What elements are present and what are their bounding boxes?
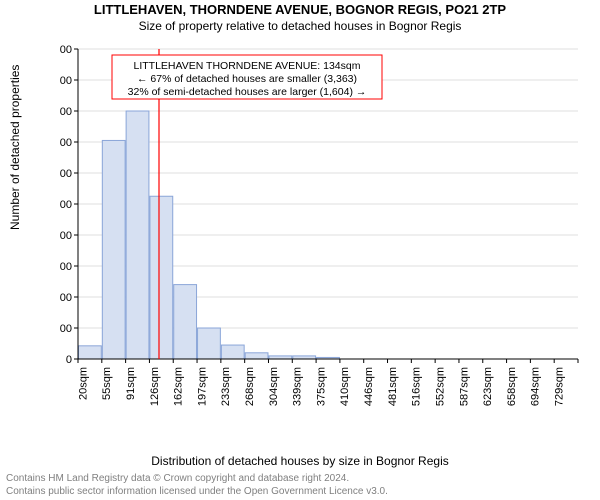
svg-text:1400: 1400: [60, 137, 72, 149]
svg-text:623sqm: 623sqm: [482, 367, 494, 406]
svg-text:729sqm: 729sqm: [554, 367, 566, 406]
svg-text:1600: 1600: [60, 106, 72, 118]
svg-text:552sqm: 552sqm: [434, 367, 446, 406]
svg-text:694sqm: 694sqm: [530, 367, 542, 406]
svg-text:410sqm: 410sqm: [339, 367, 351, 406]
svg-text:← 67% of detached houses are s: ← 67% of detached houses are smaller (3,…: [137, 73, 357, 85]
svg-text:91sqm: 91sqm: [125, 367, 137, 400]
svg-text:233sqm: 233sqm: [220, 367, 232, 406]
svg-text:375sqm: 375sqm: [315, 367, 327, 406]
svg-text:LITTLEHAVEN THORNDENE AVENUE:: LITTLEHAVEN THORNDENE AVENUE: 134sqm: [134, 60, 361, 72]
svg-text:197sqm: 197sqm: [196, 367, 208, 406]
svg-text:1000: 1000: [60, 199, 72, 211]
svg-text:126sqm: 126sqm: [149, 367, 161, 406]
svg-text:658sqm: 658sqm: [506, 367, 518, 406]
svg-text:0: 0: [66, 354, 72, 366]
histogram-chart: 0 200 400 600 800 1000 1200 1400 1600 1800 2000 20s…: [60, 45, 582, 415]
page-subtitle: Size of property relative to detached ho…: [0, 17, 600, 33]
svg-text:1800: 1800: [60, 75, 72, 87]
svg-text:400: 400: [60, 292, 72, 304]
svg-text:2000: 2000: [60, 45, 72, 56]
footer-attribution: Contains HM Land Registry data © Crown c…: [6, 473, 388, 498]
chart-area: 0 200 400 600 800 1000 1200 1400 1600 1800 2000 20s…: [60, 45, 582, 415]
svg-text:55sqm: 55sqm: [101, 367, 113, 400]
x-axis-label: Distribution of detached houses by size …: [0, 454, 600, 468]
svg-text:20sqm: 20sqm: [77, 367, 89, 400]
svg-text:304sqm: 304sqm: [268, 367, 280, 406]
svg-text:516sqm: 516sqm: [411, 367, 423, 406]
svg-text:800: 800: [60, 230, 72, 242]
footer-line-2: Contains public sector information licen…: [6, 486, 388, 499]
svg-text:600: 600: [60, 261, 72, 273]
svg-text:587sqm: 587sqm: [458, 367, 470, 406]
page-title: LITTLEHAVEN, THORNDENE AVENUE, BOGNOR RE…: [0, 0, 600, 17]
footer-line-1: Contains HM Land Registry data © Crown c…: [6, 473, 388, 486]
svg-text:481sqm: 481sqm: [387, 367, 399, 406]
y-axis-label: Number of detached properties: [8, 65, 22, 230]
svg-text:446sqm: 446sqm: [363, 367, 375, 406]
svg-text:268sqm: 268sqm: [244, 367, 256, 406]
svg-text:162sqm: 162sqm: [173, 367, 185, 406]
svg-text:32% of semi-detached houses ar: 32% of semi-detached houses are larger (…: [128, 86, 367, 98]
svg-text:339sqm: 339sqm: [292, 367, 304, 406]
svg-text:1200: 1200: [60, 168, 72, 180]
svg-text:200: 200: [60, 323, 72, 335]
